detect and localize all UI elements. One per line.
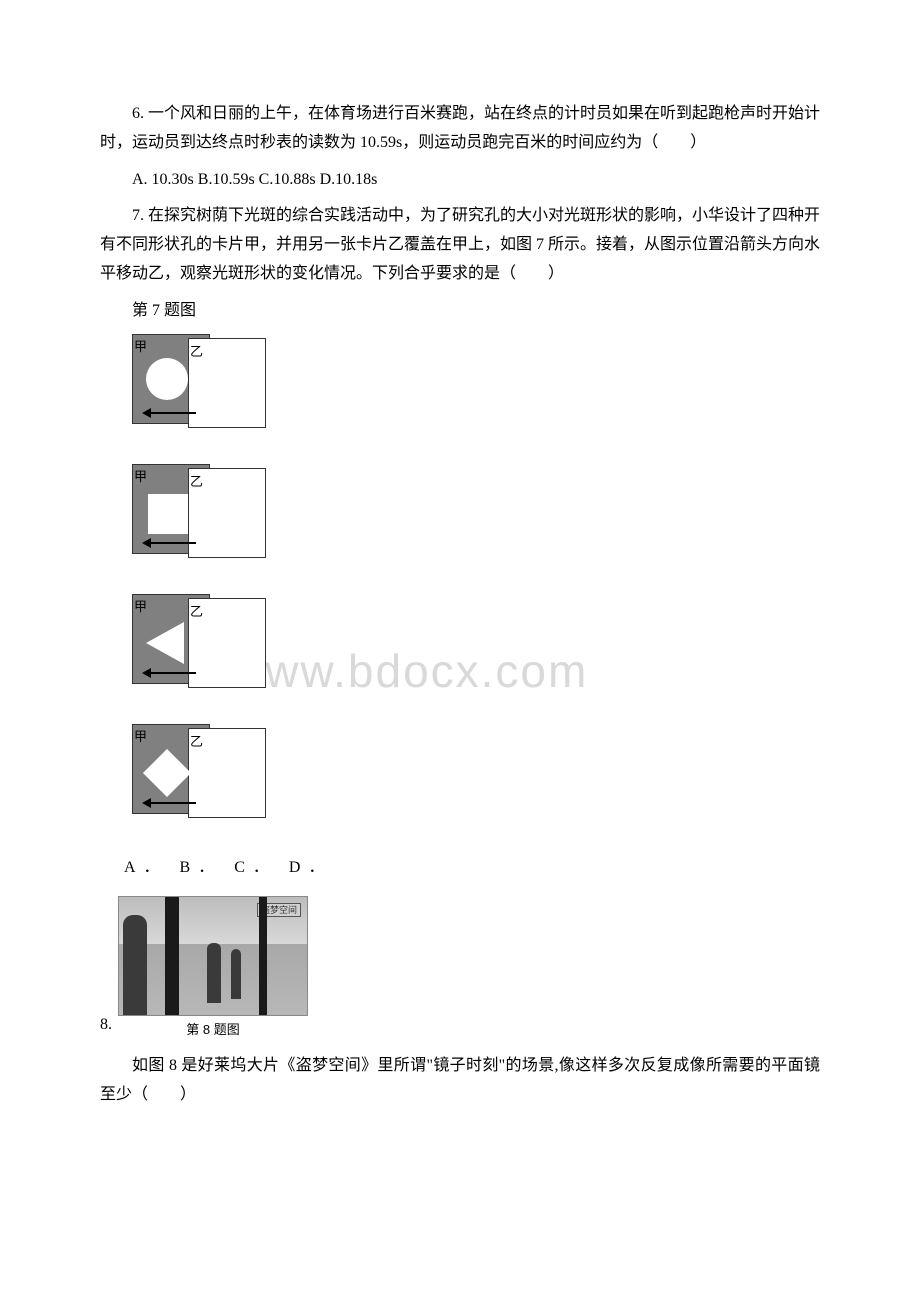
label-yi: 乙 [190,340,203,363]
diagram-option-b: 甲 乙 [132,464,272,574]
label-jia: 甲 [134,465,147,488]
diagram-option-c: 甲 乙 [132,594,272,704]
person-silhouette [123,915,147,1016]
label-yi: 乙 [190,730,203,753]
label-jia: 甲 [134,725,147,748]
pillar [259,897,267,1016]
label-yi: 乙 [190,470,203,493]
pillar [165,897,179,1016]
label-yi: 乙 [190,600,203,623]
label-jia: 甲 [134,595,147,618]
question-7-diagrams: 甲 乙 甲 乙 甲 乙 [132,334,820,834]
question-6-text: 6. 一个风和日丽的上午，在体育场进行百米赛跑，站在终点的计时员如果在听到起跑枪… [100,100,820,158]
diagram-option-d: 甲 乙 [132,724,272,834]
question-7-text: 7. 在探究树荫下光斑的综合实践活动中，为了研究孔的大小对光斑形状的影响，小华设… [100,202,820,288]
question-8-figure-row: 8. 盗梦空间 第 8 题图 [100,896,820,1041]
diagram-option-a: 甲 乙 [132,334,272,444]
person-silhouette [207,943,221,1003]
hole-square [148,494,188,534]
question-8-photo: 盗梦空间 第 8 题图 [118,896,308,1041]
question-8-text: 如图 8 是好莱坞大片《盗梦空间》里所谓"镜子时刻"的场景,像这样多次反复成像所… [100,1052,820,1110]
question-8-number: 8. [100,1011,112,1042]
label-jia: 甲 [134,335,147,358]
question-7-answer-labels: A． B． C． D． [124,854,820,883]
question-6-options: A. 10.30s B.10.59s C.10.88s D.10.18s [100,166,820,195]
hole-triangle [146,622,184,664]
question-7-figure-label: 第 7 题图 [100,297,820,326]
question-8-caption: 第 8 题图 [118,1018,308,1041]
movie-still-image: 盗梦空间 [118,896,308,1016]
hole-circle [146,358,188,400]
person-silhouette [231,949,241,999]
